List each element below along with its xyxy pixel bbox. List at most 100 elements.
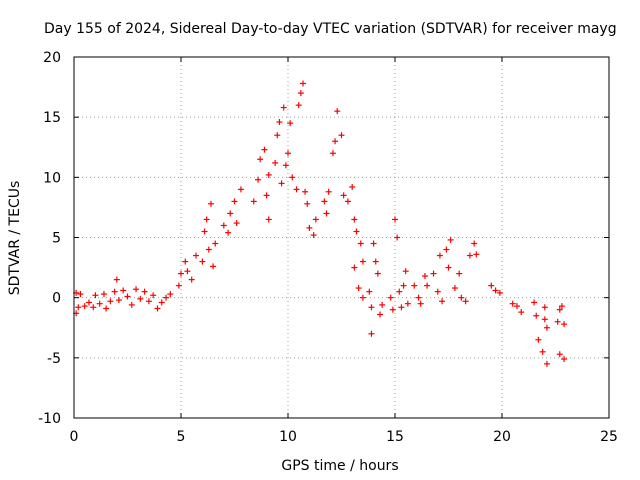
x-tick-label: 5	[177, 429, 186, 445]
data-point	[207, 200, 214, 207]
data-point	[306, 224, 313, 231]
data-point	[225, 229, 232, 236]
data-point	[154, 305, 161, 312]
data-point	[107, 298, 114, 305]
data-point	[439, 298, 446, 305]
x-axis-ticks: 0 5 10 15 20 25	[70, 57, 618, 445]
data-point	[323, 210, 330, 217]
data-point	[456, 270, 463, 277]
data-point	[299, 80, 306, 87]
data-point	[533, 312, 540, 319]
x-tick-label: 0	[70, 429, 79, 445]
data-point	[377, 311, 384, 318]
data-point	[163, 294, 170, 301]
data-point	[379, 301, 386, 308]
data-point	[400, 282, 407, 289]
data-point	[295, 102, 302, 109]
data-point	[332, 138, 339, 145]
data-point	[329, 150, 336, 157]
data-point	[103, 305, 110, 312]
data-point	[372, 258, 379, 265]
data-point	[212, 240, 219, 247]
data-point	[203, 216, 210, 223]
x-axis-label: GPS time / hours	[281, 458, 398, 474]
data-point	[274, 132, 281, 139]
data-point	[188, 276, 195, 283]
data-point	[263, 192, 270, 199]
data-point	[509, 300, 516, 307]
data-point	[302, 188, 309, 195]
data-point	[145, 298, 152, 305]
data-point	[398, 304, 405, 311]
data-point	[415, 294, 422, 301]
data-point	[355, 285, 362, 292]
data-point	[445, 264, 452, 271]
data-point	[531, 299, 538, 306]
y-tick-label: 10	[43, 170, 61, 186]
data-point	[344, 198, 351, 205]
data-point	[289, 174, 296, 181]
data-point	[496, 289, 503, 296]
data-point	[340, 192, 347, 199]
grid	[74, 57, 609, 418]
data-point	[115, 297, 122, 304]
chart-title: Day 155 of 2024, Sidereal Day-to-day VTE…	[44, 21, 617, 37]
data-point	[334, 108, 341, 115]
data-point	[100, 291, 107, 298]
data-point	[293, 186, 300, 193]
data-point	[543, 360, 550, 367]
data-point	[184, 268, 191, 275]
data-point	[276, 118, 283, 125]
data-point	[141, 288, 148, 295]
data-point	[250, 198, 257, 205]
y-tick-label: -10	[38, 411, 61, 427]
data-point	[351, 216, 358, 223]
data-point	[272, 159, 279, 166]
data-point	[280, 104, 287, 111]
data-point	[178, 270, 184, 277]
data-point	[167, 291, 174, 298]
data-point	[561, 321, 568, 328]
data-point	[150, 292, 157, 299]
data-point	[321, 198, 328, 205]
data-point	[137, 295, 144, 302]
data-point	[394, 234, 401, 241]
data-point	[205, 246, 212, 253]
data-point	[227, 210, 234, 217]
data-point	[192, 252, 199, 259]
data-point	[561, 356, 568, 363]
data-point	[434, 288, 441, 295]
data-point	[556, 306, 563, 313]
data-point	[85, 299, 92, 306]
data-point	[285, 150, 291, 157]
data-point	[265, 216, 272, 223]
data-point	[81, 303, 88, 310]
data-point	[257, 156, 264, 163]
data-point	[182, 258, 189, 265]
data-point	[304, 200, 311, 207]
data-point	[554, 318, 561, 325]
y-tick-label: -5	[47, 351, 61, 367]
data-point	[310, 232, 317, 239]
data-point	[370, 240, 377, 247]
data-point	[351, 264, 358, 271]
y-tick-label: 0	[52, 291, 61, 307]
data-point	[359, 258, 366, 265]
y-tick-label: 15	[43, 110, 61, 126]
data-point	[424, 282, 431, 289]
data-points	[73, 80, 568, 367]
data-point	[387, 294, 394, 301]
data-point	[447, 236, 454, 243]
data-point	[349, 183, 356, 190]
data-point	[513, 303, 520, 310]
data-point	[466, 252, 473, 259]
data-point	[201, 228, 208, 235]
data-point	[96, 300, 103, 307]
data-point	[282, 162, 289, 169]
data-point	[128, 301, 135, 308]
data-point	[325, 188, 332, 195]
data-point	[113, 276, 120, 283]
data-point	[90, 304, 97, 311]
y-tick-label: 20	[43, 50, 61, 66]
